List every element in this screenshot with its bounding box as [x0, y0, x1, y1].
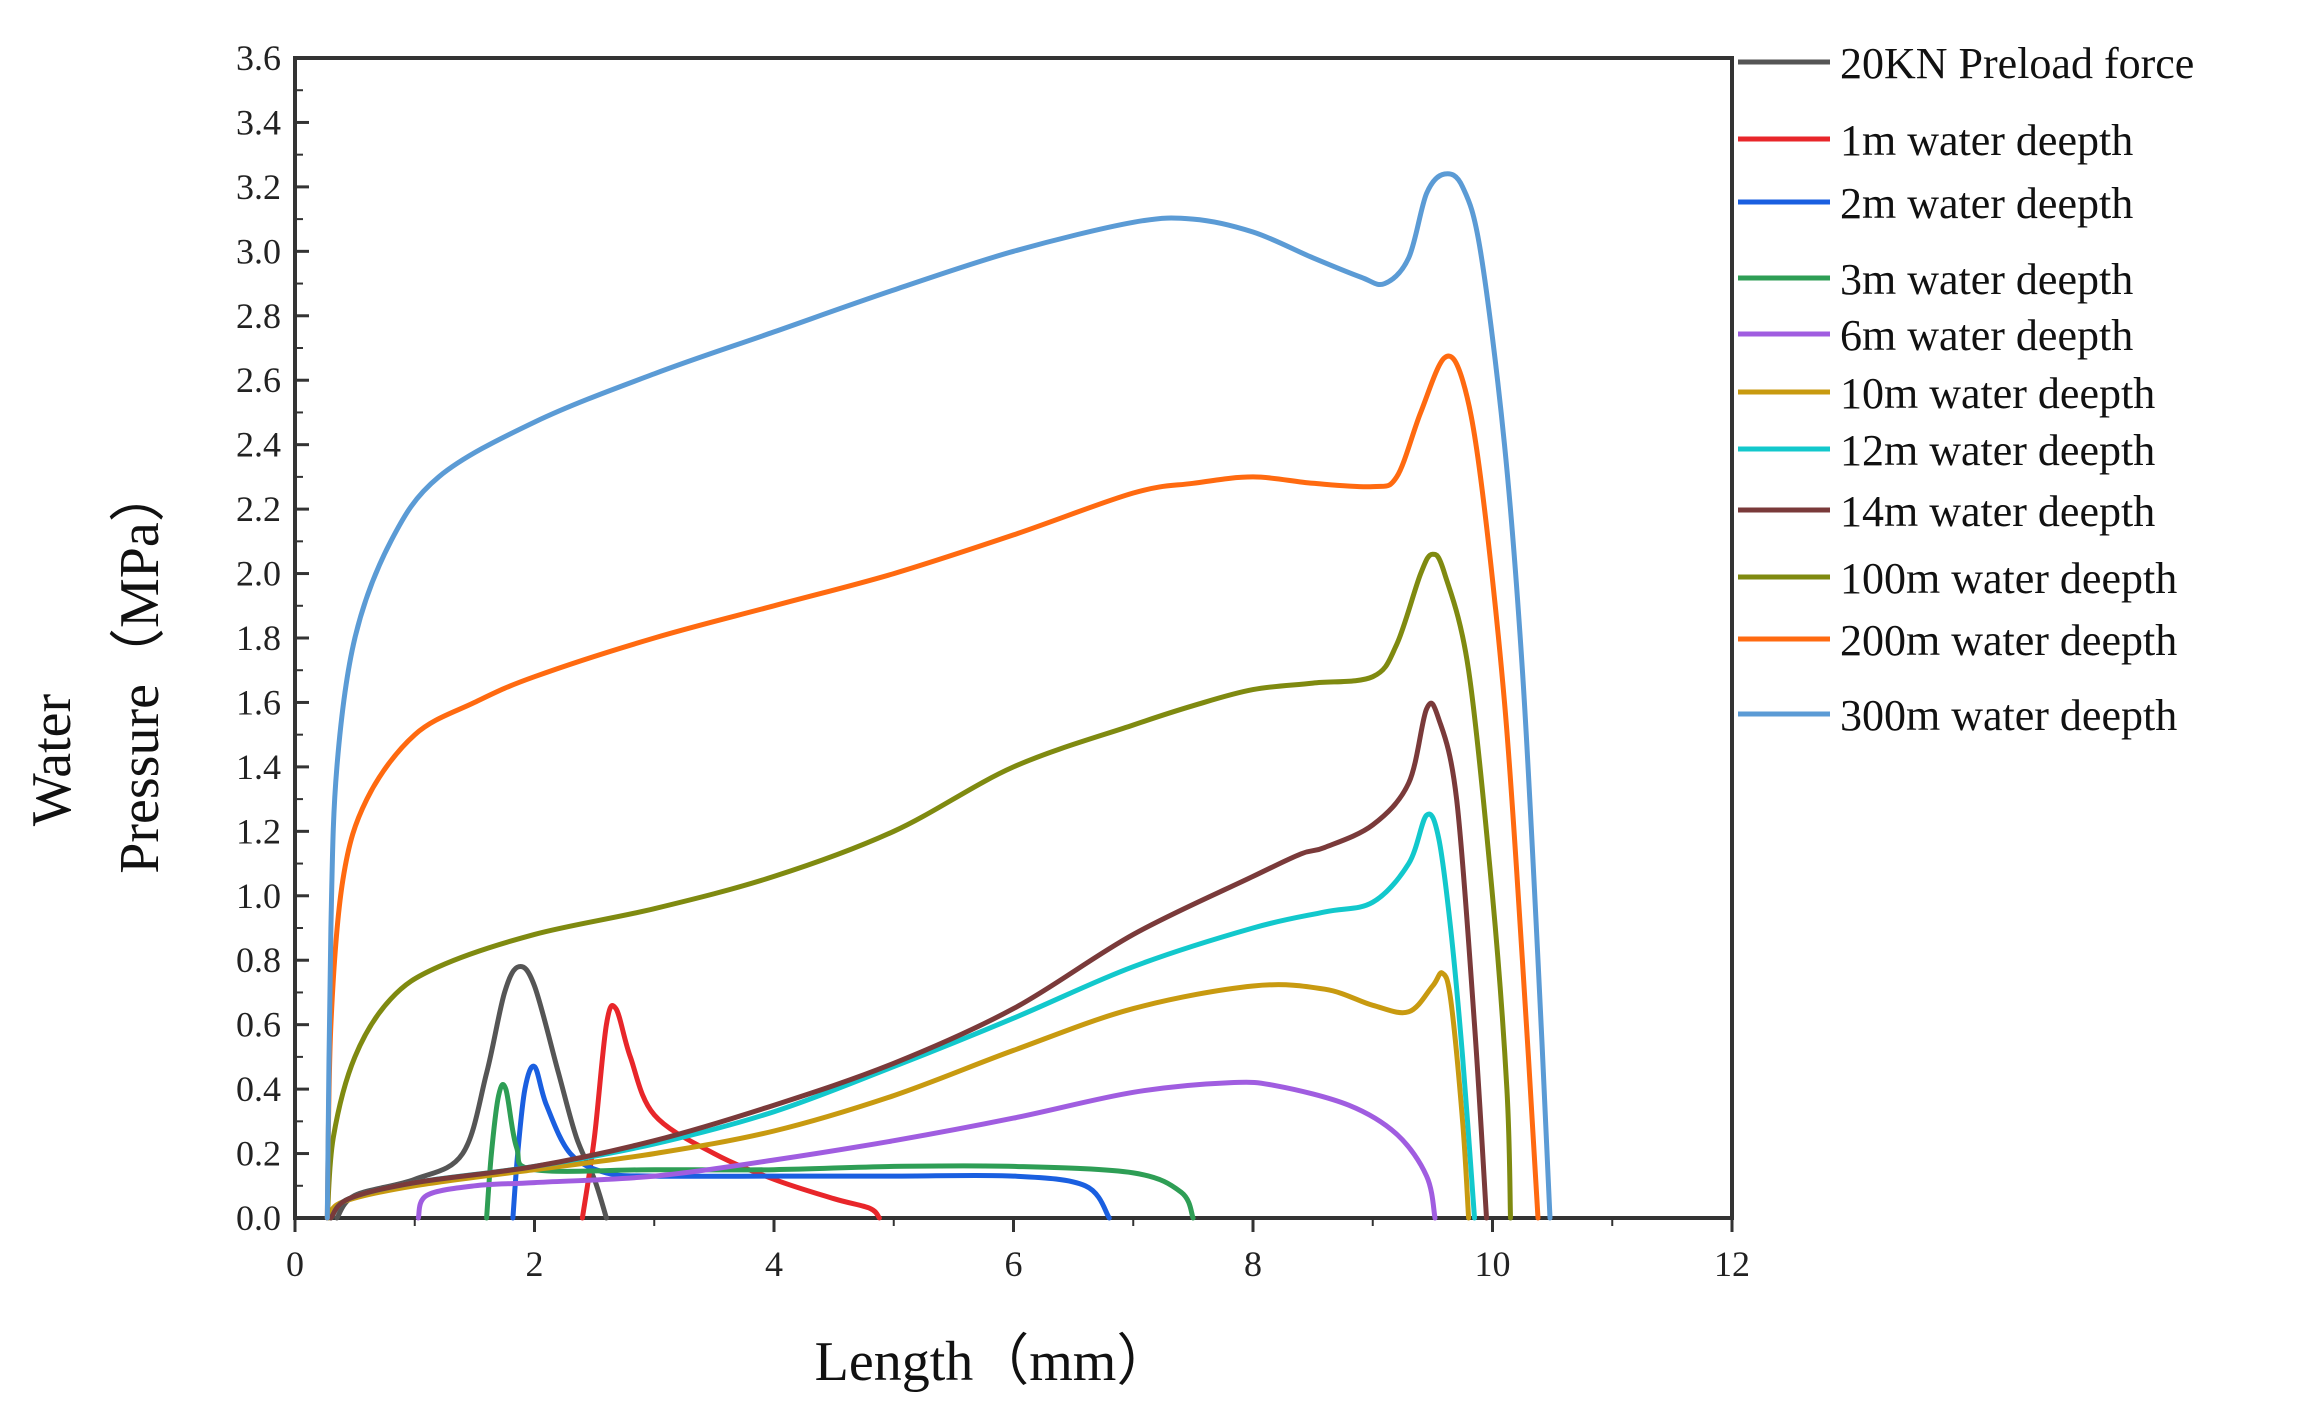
- y-tick-label: 3.6: [236, 38, 281, 78]
- y-tick-label: 1.2: [236, 811, 281, 851]
- legend-label: 14m water deepth: [1840, 487, 2155, 536]
- y-axis-ticks: 0.0 0.2 0.4 0.6 0.8 1.0 1.2 1.4 1.6 1.8 2.0 2.2 2.4 2…: [236, 38, 309, 1238]
- y-tick-label: 3.2: [236, 167, 281, 207]
- legend-label: 10m water deepth: [1840, 369, 2155, 418]
- legend-label: 100m water deepth: [1840, 554, 2177, 603]
- y-axis-title-line2: Pressure（MPa）: [109, 466, 171, 874]
- x-tick-label: 8: [1244, 1244, 1262, 1284]
- plot-area-border: [293, 56, 1734, 1220]
- legend-label: 1m water deepth: [1840, 116, 2133, 165]
- x-tick-label: 10: [1475, 1244, 1511, 1284]
- series-line-3m-water-deepth: [484, 1082, 1196, 1221]
- y-tick-label: 1.6: [236, 682, 281, 722]
- x-tick-label: 2: [526, 1244, 544, 1284]
- series-line-300m-water-deepth: [324, 171, 1553, 1221]
- series-line-2m-water-deepth: [510, 1063, 1112, 1221]
- series-line-12m-water-deepth: [328, 811, 1477, 1221]
- y-tick-label: 0.0: [236, 1198, 281, 1238]
- plot-frame: [293, 56, 1734, 1220]
- legend-label: 20KN Preload force: [1840, 39, 2194, 88]
- series-lines: [324, 171, 1553, 1221]
- series-line-20kn-preload-force: [334, 964, 609, 1221]
- legend-label: 6m water deepth: [1840, 311, 2133, 360]
- series-line-10m-water-deepth: [326, 970, 1472, 1221]
- y-tick-label: 0.4: [236, 1069, 281, 1109]
- y-tick-label: 1.4: [236, 747, 281, 787]
- legend-label: 200m water deepth: [1840, 616, 2177, 665]
- y-tick-label: 2.4: [236, 425, 281, 465]
- series-line-200m-water-deepth: [324, 353, 1541, 1221]
- x-tick-label: 4: [765, 1244, 783, 1284]
- series-line-6m-water-deepth: [415, 1079, 1438, 1221]
- x-axis-title: Length（mm）: [815, 1331, 1173, 1393]
- y-tick-label: 2.8: [236, 296, 281, 336]
- legend: 20KN Preload force 1m water deepth 2m wate…: [1738, 39, 2194, 740]
- legend-label: 300m water deepth: [1840, 691, 2177, 740]
- x-axis-ticks: 0 2 4 6 8 10 12: [286, 1218, 1750, 1284]
- y-tick-label: 0.6: [236, 1005, 281, 1045]
- y-tick-label: 3.0: [236, 231, 281, 271]
- x-tick-label: 6: [1005, 1244, 1023, 1284]
- series-line-100m-water-deepth: [324, 551, 1513, 1221]
- y-tick-label: 2.0: [236, 554, 281, 594]
- y-tick-label: 1.0: [236, 876, 281, 916]
- y-tick-label: 2.2: [236, 489, 281, 529]
- x-tick-label: 0: [286, 1244, 304, 1284]
- series-line-14m-water-deepth: [328, 700, 1489, 1221]
- y-axis-title-line1: Water: [21, 694, 83, 827]
- x-tick-label: 12: [1714, 1244, 1750, 1284]
- y-tick-label: 2.6: [236, 360, 281, 400]
- legend-label: 12m water deepth: [1840, 426, 2155, 475]
- series-line-1m-water-deepth: [579, 1003, 882, 1221]
- y-tick-label: 0.8: [236, 940, 281, 980]
- y-tick-label: 0.2: [236, 1134, 281, 1174]
- legend-label: 2m water deepth: [1840, 179, 2133, 228]
- y-tick-label: 3.4: [236, 102, 281, 142]
- legend-label: 3m water deepth: [1840, 255, 2133, 304]
- y-tick-label: 1.8: [236, 618, 281, 658]
